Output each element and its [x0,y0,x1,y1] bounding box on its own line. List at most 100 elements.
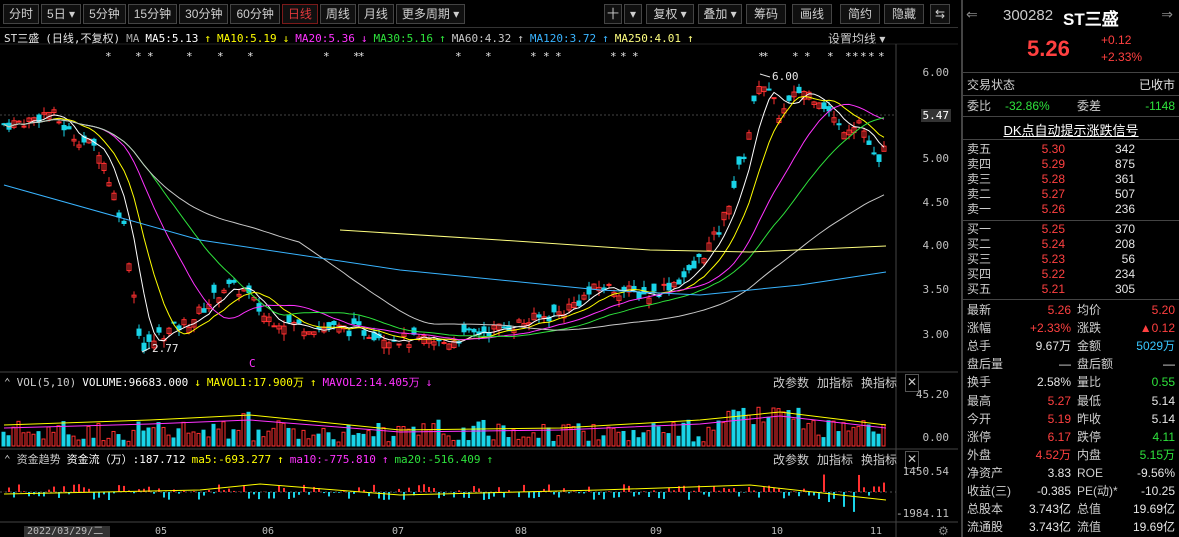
asks-row[interactable]: 卖五 5.30 342 [965,142,1175,157]
volume-bar [151,427,156,447]
asks-row[interactable]: 卖一 5.26 236 [965,202,1175,217]
vol-axis-top: 45.20 [915,388,949,401]
flow-ma20-arrow-icon: ↑ [486,452,494,466]
volume-bar [156,422,161,447]
volume-bar [526,436,531,447]
candle-body [1,123,7,126]
period-tab[interactable]: 周线 [319,3,356,24]
vol-add-indicator-button[interactable]: 加指标 [816,376,853,390]
flow-bar [403,492,405,500]
volume-bar [641,432,646,447]
volume-bar [281,422,286,447]
volume-bar [196,432,201,447]
flow-bar [193,491,195,492]
toolbar-button[interactable]: 十 [604,4,622,24]
level-price: 5.28 [1041,172,1065,186]
flow-bar [348,492,350,499]
bids-row[interactable]: 买三 5.23 56 [965,252,1175,267]
flow-change-params-button[interactable]: 改参数 [772,453,809,467]
flow-bar [673,490,675,492]
toolbar-button[interactable]: 筹码 [746,4,786,24]
ma-settings-button[interactable]: 设置均线 ▾ [828,32,886,46]
flow-bar [773,487,775,492]
toolbar-button[interactable]: 隐藏 [884,4,924,24]
level-volume: 236 [1114,202,1135,216]
candle-body [336,324,342,333]
gear-icon[interactable]: ⚙ [938,524,949,537]
flow-bar [818,492,820,500]
volume-bar [831,420,836,447]
flow-bar [273,492,275,499]
chart-mode[interactable]: (日线,不复权) [45,32,121,45]
signal-star: * [485,50,492,63]
volume-bar [41,438,46,447]
flow-add-indicator-button[interactable]: 加指标 [816,453,853,467]
toolbar-button[interactable]: ▾ [624,4,642,24]
flow-bar [23,491,25,492]
volume-bar [841,422,846,447]
flow-bar [768,485,770,492]
candle-body [626,285,632,293]
stat-label: 量比 [1077,375,1102,390]
bids-row[interactable]: 买一 5.25 370 [965,222,1175,237]
period-tab[interactable]: 月线 [357,3,394,24]
flow-close-icon[interactable]: ✕ [905,451,919,469]
stat-value: 3.743亿 [1028,520,1071,535]
asks-row[interactable]: 卖二 5.27 507 [965,187,1175,202]
vol-volume: VOLUME:96683.000 [82,375,189,389]
vol-close-icon[interactable]: ✕ [905,374,919,392]
period-tab[interactable]: 5日 ▾ [41,3,82,24]
level-volume: 208 [1114,237,1135,251]
flow-bar [813,492,815,496]
high-label: 6.00 [772,70,799,83]
volume-bar [501,425,506,447]
flow-bar [358,487,360,492]
flow-bar [753,490,755,492]
period-tab[interactable]: 分时 [3,3,40,24]
flow-title: 资金趋势 [16,453,61,466]
prev-stock-icon[interactable]: ⇐ [966,6,978,22]
vol-change-params-button[interactable]: 改参数 [772,376,809,390]
flow-switch-indicator-button[interactable]: 换指标 [860,453,897,467]
volume-bar [466,440,471,447]
vol-collapse-icon[interactable]: ⌃ [4,375,11,389]
bids-row[interactable]: 买四 5.22 234 [965,267,1175,282]
dk-signal-link[interactable]: DK点自动提示涨跌信号 [1003,123,1139,138]
asks-row[interactable]: 卖四 5.29 875 [965,157,1175,172]
toolbar-button[interactable]: 叠加 ▾ [698,4,742,24]
stat-label: 盘后量 [967,357,1004,372]
kline-chart[interactable]: * * * * * * * ** * * * * * * * * ** * * * * * * * *6.002.77C [0,0,958,537]
candle-body [646,297,652,305]
toolbar-button[interactable]: 画线 [792,4,832,24]
stat-value: 5.15万 [1139,447,1175,462]
period-tab[interactable]: 30分钟 [179,3,229,24]
flow-value: 资金流（万）:187.712 [66,453,186,466]
period-tab[interactable]: 15分钟 [127,3,178,24]
flow-bar [183,490,185,492]
vol-switch-indicator-button[interactable]: 换指标 [860,376,897,390]
toolbar-button[interactable]: 简约 [840,4,880,24]
period-tab[interactable]: 更多周期 ▾ [395,3,466,24]
asks-row[interactable]: 卖三 5.28 361 [965,172,1175,187]
bids-row[interactable]: 买五 5.21 305 [965,282,1175,297]
candle-body [586,286,592,295]
flow-bar [8,487,10,492]
volume-bar [411,426,416,447]
period-tab[interactable]: 5分钟 [83,3,126,24]
flow-bar [823,474,825,492]
flow-bar [678,486,680,492]
toolbar-button[interactable]: ⇆ [930,4,950,24]
bids-row[interactable]: 买二 5.24 208 [965,237,1175,252]
candle-body [296,319,302,324]
toolbar-button[interactable]: 复权 ▾ [646,4,694,24]
flow-collapse-icon[interactable]: ⌃ [4,452,11,466]
volume-bar [126,440,131,447]
volume-bar [761,421,766,447]
volume-bar [541,423,546,447]
period-tab[interactable]: 60分钟 [230,3,280,24]
volume-bar [691,441,696,447]
candle-body [346,330,352,337]
next-stock-icon[interactable]: ⇒ [1161,6,1173,22]
period-tab[interactable]: 日线 [281,3,318,24]
level-price: 5.25 [1041,222,1065,236]
